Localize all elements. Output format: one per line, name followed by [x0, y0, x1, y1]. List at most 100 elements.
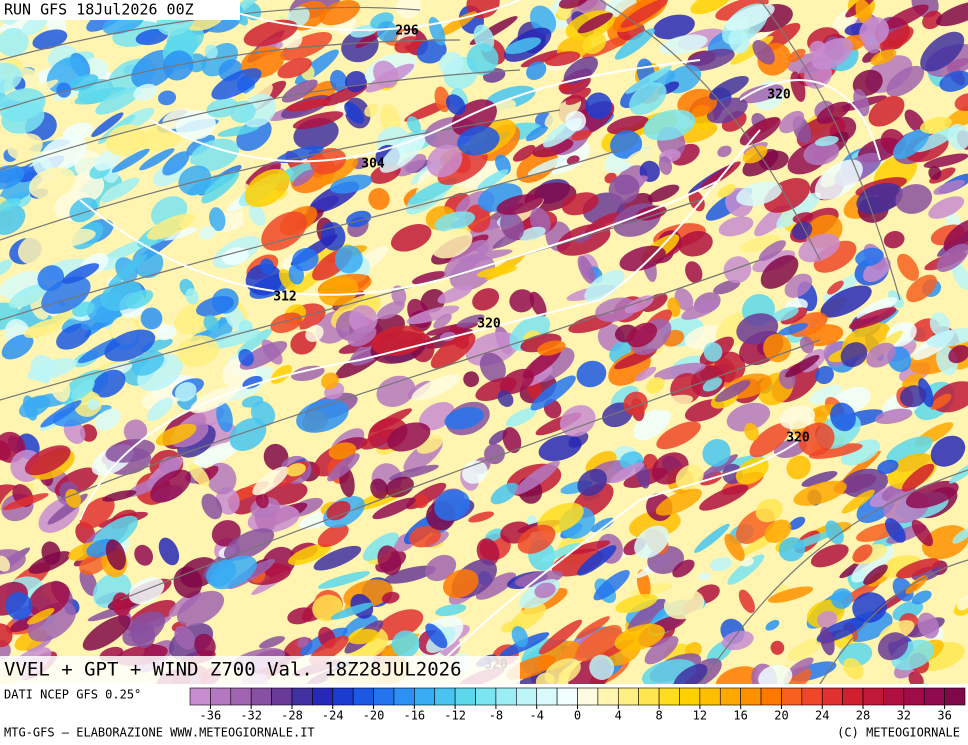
vvel-patch — [389, 464, 439, 481]
vvel-patch — [713, 279, 741, 295]
vvel-patch — [292, 248, 319, 272]
vvel-patch — [437, 284, 473, 304]
vvel-patch — [87, 398, 100, 410]
vvel-patch — [280, 32, 333, 61]
vvel-patch — [297, 636, 309, 648]
vvel-patch — [920, 116, 952, 134]
vvel-patch — [40, 400, 82, 428]
vvel-patch — [565, 87, 592, 105]
vvel-patch — [779, 110, 805, 134]
vvel-patch — [814, 159, 863, 200]
vvel-patch — [125, 289, 154, 309]
vvel-patch — [476, 265, 517, 278]
vvel-patch — [619, 245, 666, 272]
vvel-patch — [291, 365, 325, 382]
vvel-patch — [784, 354, 820, 378]
colorbar-swatch — [414, 687, 436, 706]
vvel-patch — [736, 313, 779, 345]
vvel-patch — [904, 109, 926, 134]
vvel-patch — [288, 543, 332, 566]
vvel-patch — [947, 123, 968, 150]
vvel-patch — [784, 273, 813, 298]
vvel-patch — [571, 130, 592, 141]
colorbar-swatch — [332, 687, 354, 706]
vvel-patch — [175, 110, 216, 140]
vvel-patch — [479, 352, 506, 383]
vvel-patch — [702, 439, 731, 467]
vvel-patch — [505, 407, 537, 427]
vvel-patch — [699, 161, 741, 190]
vvel-patch — [49, 371, 71, 402]
vvel-patch — [157, 90, 177, 106]
vvel-patch — [529, 291, 547, 318]
vvel-patch — [391, 630, 420, 658]
vvel-patch — [840, 439, 881, 466]
vvel-patch — [237, 328, 273, 355]
vvel-patch — [74, 87, 128, 105]
vvel-patch — [463, 371, 480, 388]
vvel-patch — [792, 212, 814, 224]
vvel-patch — [721, 630, 754, 651]
vvel-patch — [627, 598, 667, 632]
vvel-patch — [540, 542, 581, 563]
vvel-patch — [920, 31, 965, 72]
vvel-patch — [905, 480, 959, 509]
vvel-patch — [808, 443, 863, 459]
vvel-patch — [141, 338, 173, 353]
vvel-patch — [376, 375, 416, 407]
vvel-patch — [221, 247, 249, 266]
colorbar-swatch — [495, 687, 517, 706]
colorbar-swatch — [883, 687, 905, 706]
vvel-patch — [544, 98, 582, 128]
vvel-patch — [591, 517, 615, 533]
vvel-patch — [22, 395, 38, 421]
map-title: VVEL + GPT + WIND Z700 Val. 18Z28JUL2026 — [4, 659, 462, 681]
vvel-patch — [347, 325, 377, 347]
vvel-patch — [855, 247, 884, 267]
vvel-patch — [786, 455, 811, 480]
vvel-patch — [408, 525, 441, 548]
vvel-patch — [610, 462, 645, 484]
vvel-patch — [738, 84, 784, 104]
vvel-patch — [395, 153, 427, 177]
vvel-patch — [514, 460, 560, 495]
vvel-patch — [0, 165, 25, 190]
colorbar-tick-label: -12 — [444, 709, 466, 723]
vvel-patch — [490, 482, 519, 505]
contour-label: 320 — [786, 431, 810, 446]
vvel-patch — [930, 393, 952, 410]
colorbar-tick-label: 12 — [693, 709, 707, 723]
vvel-patch — [328, 442, 357, 460]
vvel-patch — [211, 68, 262, 100]
vvel-patch — [3, 493, 49, 511]
colorbar-swatch — [944, 687, 966, 706]
vvel-patch — [434, 211, 476, 232]
vvel-patch — [825, 520, 844, 545]
vvel-patch — [827, 280, 844, 295]
vvel-patch — [538, 434, 582, 462]
vvel-patch — [395, 0, 422, 19]
vvel-patch — [877, 459, 899, 474]
vvel-patch — [814, 136, 839, 147]
vvel-patch — [517, 524, 556, 554]
vvel-patch — [28, 167, 76, 200]
vvel-patch — [848, 307, 897, 330]
vvel-field — [0, 0, 968, 684]
vvel-patch — [69, 74, 99, 91]
colorbar-tick-label: 4 — [615, 709, 622, 723]
vvel-patch — [771, 306, 799, 322]
vvel-patch — [313, 545, 362, 571]
vvel-patch — [758, 240, 786, 261]
vvel-patch — [330, 602, 374, 620]
vvel-patch — [914, 127, 958, 153]
vvel-patch — [655, 488, 702, 516]
vvel-patch — [176, 335, 219, 367]
vvel-patch — [105, 124, 146, 156]
vvel-patch — [584, 212, 622, 237]
vvel-patch — [905, 575, 928, 595]
vvel-patch — [584, 269, 625, 303]
vvel-patch — [875, 408, 913, 425]
vvel-patch — [445, 94, 466, 116]
colorbar-swatch — [271, 687, 293, 706]
vvel-patch — [139, 148, 175, 171]
